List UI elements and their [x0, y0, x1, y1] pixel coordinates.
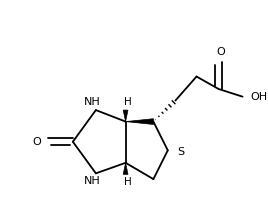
Text: OH: OH: [250, 92, 267, 102]
Polygon shape: [126, 119, 153, 125]
Text: NH: NH: [84, 176, 100, 186]
Text: H: H: [124, 97, 131, 108]
Text: O: O: [216, 47, 225, 57]
Polygon shape: [123, 110, 128, 122]
Text: O: O: [32, 137, 41, 147]
Text: S: S: [177, 147, 184, 157]
Text: H: H: [124, 177, 131, 187]
Polygon shape: [123, 163, 128, 174]
Text: NH: NH: [84, 97, 100, 108]
